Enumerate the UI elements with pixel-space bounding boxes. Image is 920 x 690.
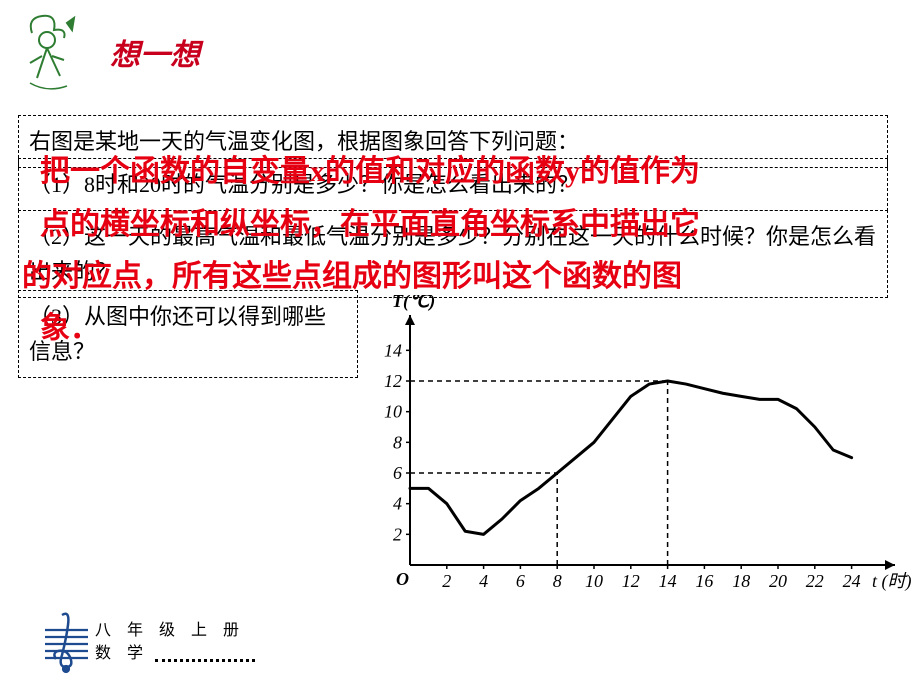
- svg-text:24: 24: [843, 571, 861, 591]
- svg-text:12: 12: [384, 371, 402, 391]
- footer-grade: 八 年 级 上 册: [95, 620, 245, 642]
- svg-text:6: 6: [393, 463, 402, 483]
- question-1: （1）8时和20时的气温分别是多少？你是怎么看出来的？: [18, 158, 888, 211]
- svg-text:16: 16: [695, 571, 713, 591]
- svg-text:10: 10: [384, 402, 402, 422]
- svg-text:14: 14: [384, 340, 402, 360]
- section-title: 想一想: [110, 30, 200, 74]
- svg-text:12: 12: [622, 571, 640, 591]
- svg-text:t (时): t (时): [872, 571, 912, 592]
- svg-text:4: 4: [393, 494, 402, 514]
- svg-text:T(℃): T(℃): [392, 295, 435, 312]
- svg-text:20: 20: [769, 571, 787, 591]
- header-figure-icon: [12, 8, 102, 98]
- svg-text:6: 6: [516, 571, 525, 591]
- svg-text:8: 8: [553, 571, 562, 591]
- treble-clef-icon: [40, 605, 90, 675]
- question-3: （3）从图中你还可以得到哪些信息？: [18, 290, 358, 378]
- question-2: （2）这一天的最高气温和最低气温分别是多少？分别在这一天的什么时候？你是怎么看出…: [18, 210, 888, 298]
- temperature-chart: 246810121424681012141618202224OT(℃)t (时): [350, 295, 920, 615]
- svg-text:10: 10: [585, 571, 603, 591]
- svg-text:8: 8: [393, 432, 402, 452]
- svg-text:14: 14: [659, 571, 677, 591]
- svg-text:2: 2: [442, 571, 451, 591]
- svg-text:22: 22: [806, 571, 824, 591]
- svg-text:4: 4: [479, 571, 488, 591]
- svg-text:2: 2: [393, 524, 402, 544]
- svg-text:O: O: [396, 569, 409, 589]
- footer-dots-decoration: [155, 659, 255, 662]
- svg-text:18: 18: [732, 571, 750, 591]
